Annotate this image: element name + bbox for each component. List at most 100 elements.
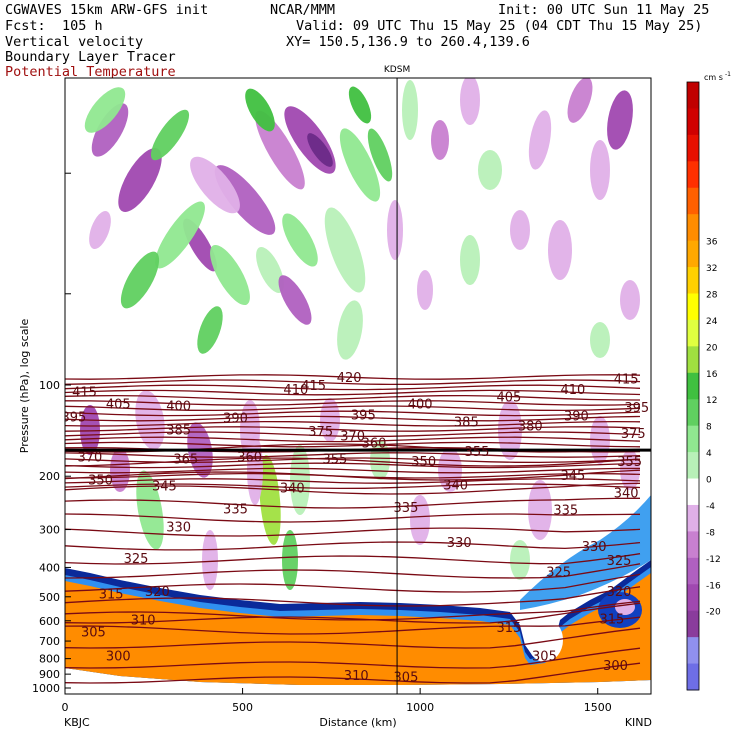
theta-label: 390 — [223, 411, 248, 426]
velocity-blob — [202, 530, 218, 590]
theta-label: 415 — [301, 379, 326, 394]
theta-label: 325 — [607, 554, 632, 569]
velocity-blob — [590, 322, 610, 358]
theta-line — [65, 457, 641, 467]
velocity-blob — [402, 80, 418, 140]
theta-line — [65, 415, 641, 422]
theta-line — [65, 497, 641, 509]
theta-label: 300 — [106, 649, 131, 664]
x-endpoint-right: KIND — [625, 716, 652, 729]
theta-line — [65, 527, 641, 537]
velocity-blob — [387, 200, 403, 260]
theta-label: 340 — [280, 482, 305, 497]
colorbar-label: 28 — [706, 290, 718, 300]
theta-label: 370 — [77, 450, 102, 465]
theta-label: 395 — [351, 408, 376, 423]
colorbar-label: 4 — [706, 449, 712, 459]
colorbar-swatch — [687, 663, 699, 691]
y-tick-label: 400 — [39, 561, 60, 574]
velocity-blob — [197, 306, 223, 354]
y-tick-label: 800 — [39, 653, 60, 666]
colorbar-swatch — [687, 267, 699, 294]
theta-label: 345 — [560, 469, 585, 484]
theta-line — [65, 513, 641, 523]
theta-line — [65, 616, 641, 635]
theta-line — [65, 647, 641, 669]
colorbar-label: -12 — [706, 555, 721, 565]
y-tick-label: 1000 — [32, 682, 60, 695]
valid-label: Valid: 09 UTC Thu 15 May 25 (04 CDT Thu … — [296, 18, 703, 34]
colorbar: -20 -16 -12 -8 -4 0 4 8 12 16 20 24 28 32 36 cm s -1 — [686, 71, 731, 691]
velocity-blob — [120, 251, 160, 309]
theta-label: 325 — [546, 565, 571, 580]
colorbar-swatch — [687, 240, 699, 268]
velocity-blob — [155, 201, 205, 269]
velocity-blob — [510, 210, 530, 250]
theta-line — [65, 426, 641, 432]
y-tick-label: 500 — [39, 591, 60, 604]
velocity-blob — [91, 103, 129, 157]
velocity-blob — [431, 120, 449, 160]
theta-label: 400 — [408, 397, 433, 412]
boundary-layer-tracer — [65, 495, 651, 685]
theta-label: 320 — [145, 585, 170, 600]
x-tick-label: 500 — [232, 701, 253, 714]
colorbar-swatch — [687, 319, 699, 347]
velocity-blob — [460, 78, 480, 125]
velocity-blob — [290, 445, 310, 515]
colorbar-units: cm s — [704, 73, 723, 82]
velocity-blob — [590, 140, 610, 200]
tracer-core — [65, 573, 651, 685]
colorbar-swatch — [687, 557, 699, 585]
theta-line — [65, 410, 641, 417]
theta-label: 340 — [614, 486, 639, 501]
theta-label: 310 — [131, 614, 156, 629]
colorbar-swatch — [687, 134, 699, 162]
colorbar-swatch — [687, 531, 699, 559]
fcst-value: 105 h — [62, 18, 103, 34]
theta-line — [65, 431, 641, 438]
colorbar-label: 0 — [706, 476, 712, 486]
theta-label: 335 — [394, 501, 419, 516]
model-title: CGWAVES 15km ARW-GFS init — [5, 2, 209, 18]
theta-label: 355 — [617, 455, 642, 470]
theta-line — [65, 467, 641, 474]
org-label: NCAR/MMM — [270, 2, 336, 18]
colorbar-swatch — [687, 187, 699, 215]
velocity-blob — [620, 280, 640, 320]
theta-label: 310 — [344, 669, 369, 684]
theta-label: 385 — [454, 416, 479, 431]
theta-line — [65, 405, 641, 412]
field-potential-temperature: Potential Temperature — [5, 64, 176, 80]
theta-line — [65, 563, 641, 579]
theta-label: 405 — [497, 390, 522, 405]
y-tick-label: 100 — [39, 379, 60, 392]
x-tick-label: 1000 — [406, 701, 434, 714]
colorbar-label: 24 — [706, 317, 718, 327]
theta-line — [65, 384, 641, 391]
theta-line — [65, 602, 641, 624]
theta-label: 350 — [88, 473, 113, 488]
theta-label: 345 — [152, 480, 177, 495]
velocity-blob — [339, 128, 381, 202]
velocity-blob — [528, 480, 552, 540]
colorbar-swatch — [687, 346, 699, 374]
x-endpoint-left: KBJC — [64, 716, 90, 729]
velocity-blob — [607, 90, 633, 150]
xy-label: XY= 150.5,136.9 to 260.4,139.6 — [286, 34, 530, 50]
colorbar-swatch — [687, 584, 699, 612]
theta-label: 300 — [603, 659, 628, 674]
velocity-blob — [89, 210, 111, 250]
theta-line — [65, 553, 641, 565]
theta-label: 320 — [607, 585, 632, 600]
x-tick-label: 1500 — [584, 701, 612, 714]
velocity-blob — [510, 540, 530, 580]
theta-label: 375 — [308, 425, 333, 440]
colorbar-swatch — [687, 478, 699, 506]
velocity-blob — [367, 128, 393, 182]
field-vertical-velocity: Vertical velocity — [5, 34, 144, 50]
velocity-blob — [190, 156, 240, 214]
theta-label: 395 — [61, 410, 86, 425]
